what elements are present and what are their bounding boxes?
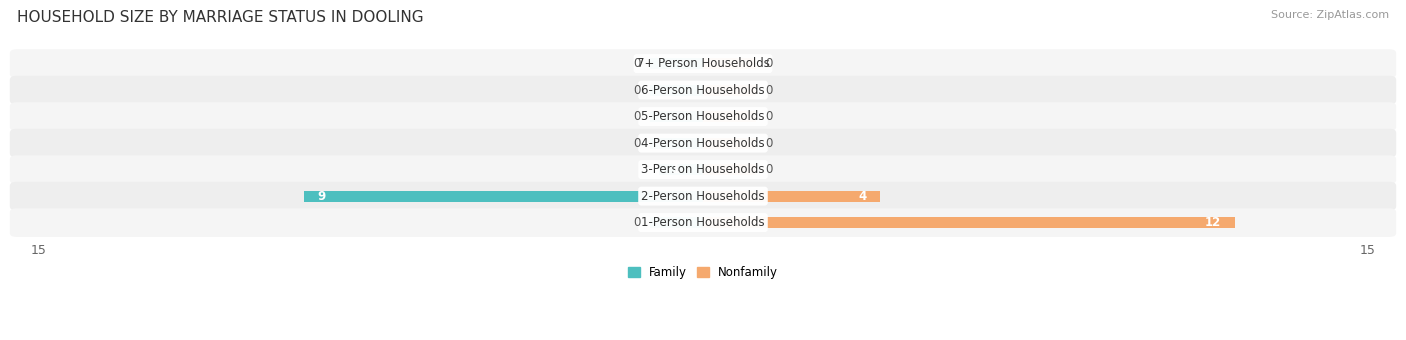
Text: 0: 0 <box>765 137 772 150</box>
Text: 5-Person Households: 5-Person Households <box>641 110 765 123</box>
Text: 0: 0 <box>634 110 641 123</box>
Text: 6-Person Households: 6-Person Households <box>641 84 765 97</box>
FancyBboxPatch shape <box>10 49 1396 78</box>
Text: 0: 0 <box>634 137 641 150</box>
Bar <box>650 138 703 149</box>
Bar <box>650 217 703 228</box>
Bar <box>703 111 756 122</box>
Bar <box>703 58 756 69</box>
Text: 7+ Person Households: 7+ Person Households <box>637 57 769 70</box>
Text: Source: ZipAtlas.com: Source: ZipAtlas.com <box>1271 10 1389 20</box>
Text: 0: 0 <box>634 216 641 229</box>
Text: 1-Person Households: 1-Person Households <box>641 216 765 229</box>
Text: 4: 4 <box>859 190 868 203</box>
FancyBboxPatch shape <box>10 129 1396 157</box>
Text: 12: 12 <box>1205 216 1222 229</box>
FancyBboxPatch shape <box>10 182 1396 210</box>
Bar <box>703 190 880 202</box>
Bar <box>304 190 703 202</box>
Legend: Family, Nonfamily: Family, Nonfamily <box>623 261 783 284</box>
Bar <box>650 85 703 96</box>
FancyBboxPatch shape <box>10 208 1396 237</box>
Text: 2-Person Households: 2-Person Households <box>641 190 765 203</box>
Text: 0: 0 <box>765 84 772 97</box>
Text: 0: 0 <box>765 110 772 123</box>
Bar <box>703 85 756 96</box>
Bar <box>703 164 756 175</box>
Text: 9: 9 <box>318 190 326 203</box>
Bar <box>703 138 756 149</box>
FancyBboxPatch shape <box>10 155 1396 184</box>
Bar <box>703 217 1234 228</box>
Text: 3-Person Households: 3-Person Households <box>641 163 765 176</box>
Bar <box>658 164 703 175</box>
Text: 0: 0 <box>634 84 641 97</box>
FancyBboxPatch shape <box>10 76 1396 104</box>
Text: HOUSEHOLD SIZE BY MARRIAGE STATUS IN DOOLING: HOUSEHOLD SIZE BY MARRIAGE STATUS IN DOO… <box>17 10 423 25</box>
FancyBboxPatch shape <box>10 102 1396 131</box>
Text: 0: 0 <box>765 163 772 176</box>
Text: 0: 0 <box>634 57 641 70</box>
Bar <box>650 111 703 122</box>
Text: 0: 0 <box>765 57 772 70</box>
Text: 1: 1 <box>672 163 681 176</box>
Bar <box>650 58 703 69</box>
Text: 4-Person Households: 4-Person Households <box>641 137 765 150</box>
